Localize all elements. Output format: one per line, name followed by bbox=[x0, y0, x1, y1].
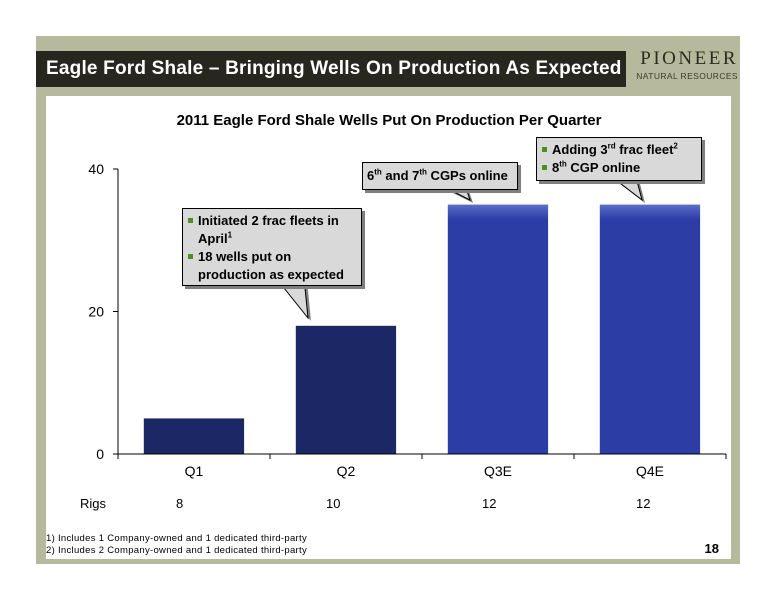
rigs-value-q3: 12 bbox=[482, 496, 497, 511]
y-tick-label: 0 bbox=[96, 446, 104, 462]
bullet-icon bbox=[188, 254, 193, 259]
slide-frame: Eagle Ford Shale – Bringing Wells On Pro… bbox=[36, 36, 740, 564]
title-bar: Eagle Ford Shale – Bringing Wells On Pro… bbox=[36, 51, 626, 87]
bullet-icon bbox=[542, 165, 547, 170]
slide-content: 2011 Eagle Ford Shale Wells Put On Produ… bbox=[46, 96, 731, 559]
footnote-1: 1) Includes 1 Company-owned and 1 dedica… bbox=[46, 533, 308, 544]
x-tick-label: Q1 bbox=[185, 463, 204, 479]
bar-q2 bbox=[295, 325, 397, 455]
x-tick-label: Q3E bbox=[484, 463, 512, 479]
callout-q4-item-2: 8th CGP online bbox=[541, 159, 697, 177]
bar-q4e bbox=[599, 204, 701, 454]
callout-q4: Adding 3rd frac fleet2 8th CGP online bbox=[536, 137, 702, 181]
rigs-value-q2: 10 bbox=[326, 496, 341, 511]
logo-subtitle: NATURAL RESOURCES bbox=[636, 71, 738, 81]
callout-q3: 6th and 7th CGPs online bbox=[362, 162, 518, 190]
bar-q3e bbox=[447, 204, 549, 454]
y-tick-label: 20 bbox=[88, 304, 104, 320]
x-tick-label: Q4E bbox=[636, 463, 664, 479]
rigs-row-label: Rigs bbox=[80, 496, 107, 511]
callout-q2-item-2: 18 wells put on production as expected bbox=[187, 248, 357, 284]
callout-q4-item-1: Adding 3rd frac fleet2 bbox=[541, 141, 697, 159]
callout-q2-item-1: Initiated 2 frac fleets in April1 bbox=[187, 212, 357, 248]
rigs-value-q1: 8 bbox=[176, 496, 184, 511]
company-logo: PIONEER NATURAL RESOURCES bbox=[634, 48, 738, 86]
bar-q1 bbox=[143, 418, 245, 454]
bullet-icon bbox=[542, 147, 547, 152]
page-title: Eagle Ford Shale – Bringing Wells On Pro… bbox=[46, 58, 622, 79]
chart-title: 2011 Eagle Ford Shale Wells Put On Produ… bbox=[177, 112, 602, 129]
callout-q2: Initiated 2 frac fleets in April1 18 wel… bbox=[182, 208, 362, 286]
x-tick-label: Q2 bbox=[337, 463, 356, 479]
bullet-icon bbox=[188, 218, 193, 223]
page-number: 18 bbox=[704, 541, 719, 556]
y-tick-label: 40 bbox=[88, 161, 104, 177]
rigs-value-q4: 12 bbox=[636, 496, 651, 511]
footnotes: 1) Includes 1 Company-owned and 1 dedica… bbox=[46, 533, 307, 557]
footnote-2: 2) Includes 2 Company-owned and 1 dedica… bbox=[46, 545, 308, 556]
logo-name: PIONEER bbox=[640, 48, 738, 69]
wells-bar-chart: 2011 Eagle Ford Shale Wells Put On Produ… bbox=[88, 112, 727, 479]
